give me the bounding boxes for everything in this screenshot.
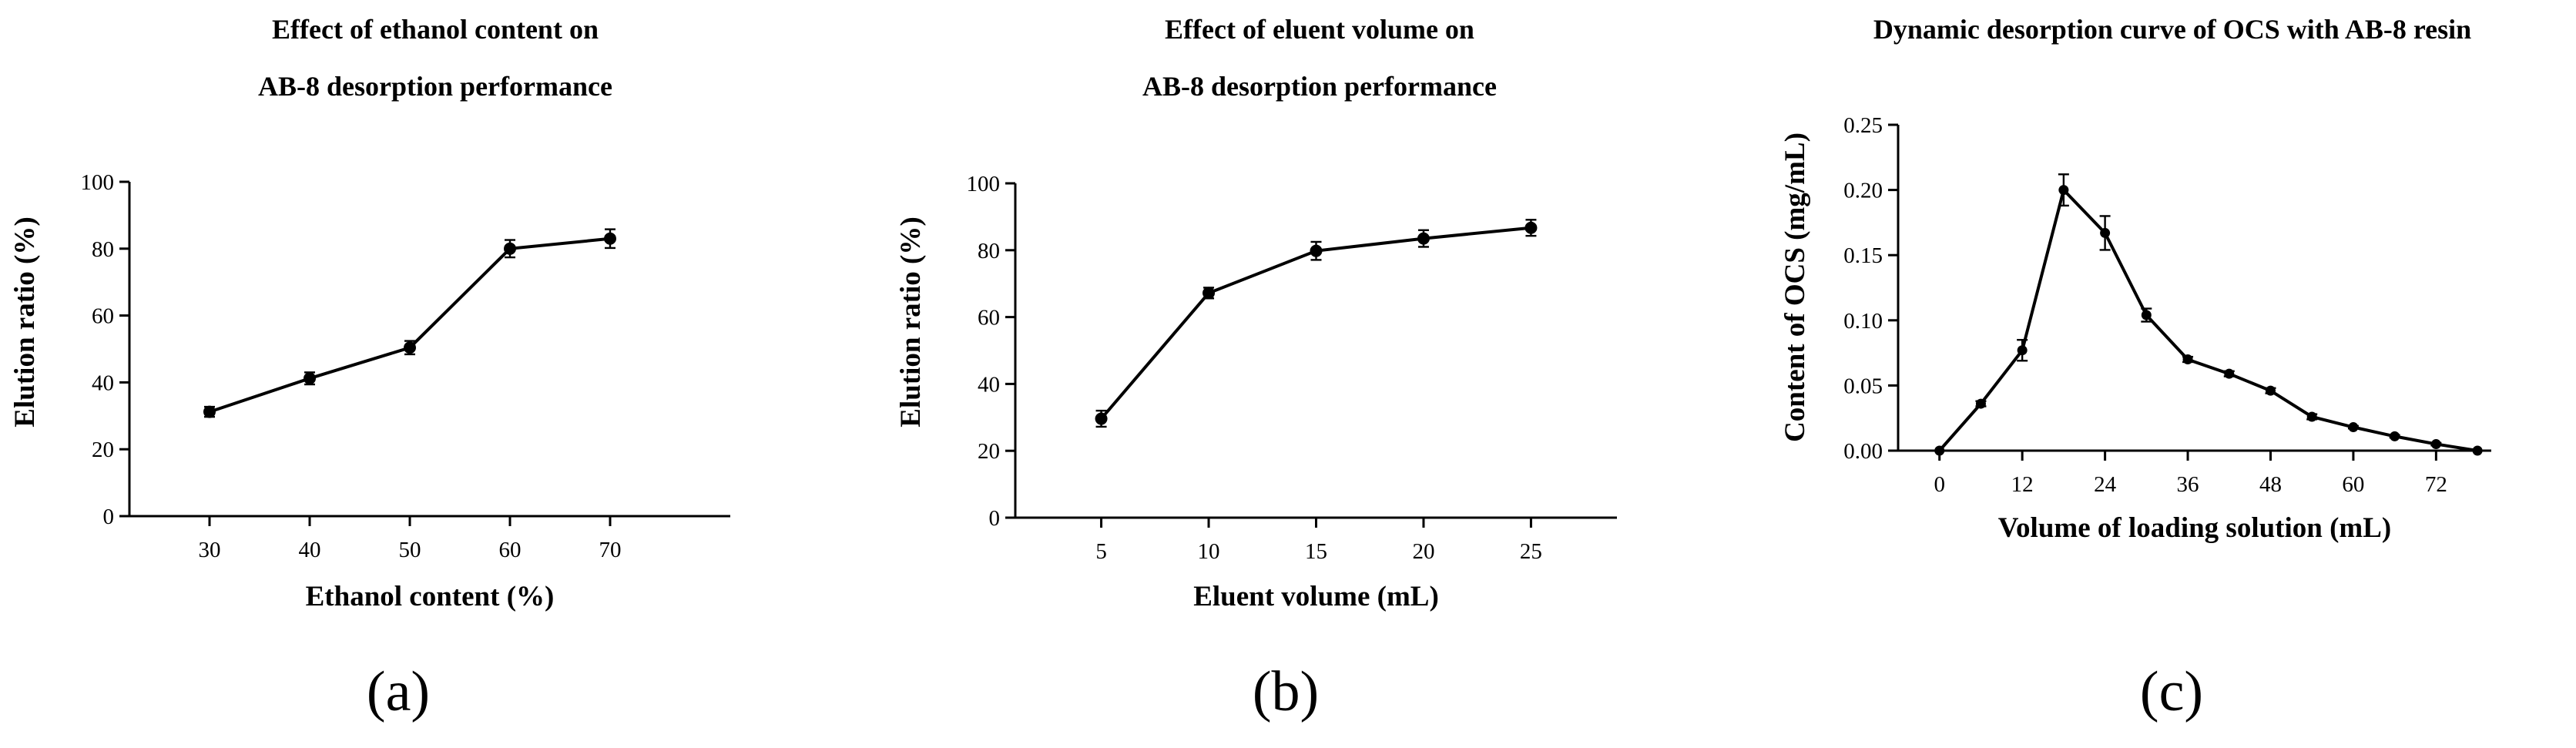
- y-tick-label: 100: [81, 170, 115, 195]
- y-tick-label: 60: [978, 306, 1000, 330]
- series-line: [209, 236, 611, 414]
- panel-label: (a): [367, 660, 430, 723]
- chart-title-line: AB-8 desorption performance: [258, 71, 612, 102]
- data-point: [2390, 431, 2400, 441]
- data-point: [1310, 244, 1323, 257]
- y-tick-label: 20: [92, 438, 114, 462]
- data-point: [2182, 354, 2193, 365]
- x-tick-label: 60: [2342, 472, 2364, 497]
- x-tick-label: 50: [399, 538, 421, 562]
- x-tick-label: 24: [2094, 472, 2117, 497]
- data-point: [604, 232, 616, 245]
- data-point: [1202, 287, 1216, 300]
- chart-panel-1: Effect of ethanol content on AB-8 desorpt…: [9, 14, 730, 723]
- data-point: [2265, 385, 2276, 396]
- data-point: [2472, 445, 2483, 456]
- y-tick-label: 0.25: [1843, 113, 1883, 138]
- x-tick-label: 10: [1198, 539, 1220, 564]
- data-point: [1934, 445, 1945, 456]
- y-tick-label: 0.20: [1843, 179, 1883, 203]
- chart-panel-2: Effect of eluent volume on AB-8 desorptio…: [895, 14, 1617, 723]
- y-tick-label: 40: [92, 371, 114, 395]
- panel-label: (c): [2140, 660, 2203, 723]
- chart-title-line: AB-8 desorption performance: [1142, 71, 1497, 102]
- y-axis-label: Elution ratio (%): [9, 216, 41, 427]
- chart-title-line: Dynamic desorption curve of OCS with AB-…: [1873, 14, 2471, 45]
- data-point: [1095, 412, 1108, 425]
- chart-title-line: Effect of eluent volume on: [1165, 14, 1474, 45]
- chart-title-line: Effect of ethanol content on: [272, 14, 599, 45]
- x-axis-label: Ethanol content (%): [306, 581, 555, 612]
- x-tick-label: 5: [1095, 539, 1107, 564]
- data-point: [1975, 398, 1986, 409]
- x-tick-label: 25: [1520, 539, 1542, 564]
- data-point: [1524, 221, 1538, 234]
- panel-label: (b): [1253, 660, 1319, 723]
- data-point: [203, 405, 216, 418]
- data-point: [304, 372, 316, 385]
- data-point: [404, 341, 416, 354]
- y-tick-label: 40: [978, 372, 1000, 397]
- x-axis-label: Eluent volume (mL): [1193, 581, 1439, 612]
- data-point: [2430, 439, 2441, 450]
- y-axis-label: Elution ratio (%): [895, 216, 927, 427]
- data-point: [2058, 185, 2069, 196]
- y-tick-label: 80: [978, 239, 1000, 263]
- y-tick-label: 0.00: [1843, 439, 1883, 464]
- x-tick-label: 60: [499, 538, 522, 562]
- x-tick-label: 12: [2011, 472, 2034, 497]
- data-point: [2224, 368, 2235, 379]
- x-tick-label: 70: [599, 538, 622, 562]
- y-tick-label: 0.15: [1843, 243, 1883, 268]
- data-point: [2348, 422, 2359, 433]
- x-tick-label: 40: [299, 538, 321, 562]
- data-point: [2017, 345, 2028, 356]
- y-axis-label: Content of OCS (mg/mL): [1779, 132, 1811, 442]
- series-line: [1938, 186, 2478, 452]
- y-tick-label: 0: [989, 506, 1001, 531]
- data-point: [2100, 227, 2111, 238]
- y-tick-label: 0.05: [1843, 374, 1883, 398]
- x-tick-label: 15: [1305, 539, 1327, 564]
- data-point: [2141, 310, 2152, 320]
- chart-panel-3: Dynamic desorption curve of OCS with AB-…: [1779, 14, 2491, 723]
- x-tick-label: 30: [199, 538, 221, 562]
- data-point: [1417, 232, 1430, 245]
- x-axis-label: Volume of loading solution (mL): [1998, 512, 2392, 544]
- x-tick-label: 20: [1412, 539, 1434, 564]
- data-point: [2306, 411, 2317, 422]
- y-tick-label: 0: [103, 505, 115, 529]
- x-tick-label: 36: [2177, 472, 2199, 497]
- x-tick-label: 0: [1934, 472, 1945, 497]
- y-tick-label: 80: [92, 237, 114, 262]
- y-tick-label: 100: [967, 172, 1001, 196]
- y-tick-label: 20: [978, 439, 1000, 464]
- y-tick-label: 0.10: [1843, 309, 1883, 334]
- y-tick-label: 60: [92, 304, 114, 329]
- x-tick-label: 48: [2259, 472, 2282, 497]
- data-point: [504, 242, 516, 255]
- x-tick-label: 72: [2425, 472, 2447, 497]
